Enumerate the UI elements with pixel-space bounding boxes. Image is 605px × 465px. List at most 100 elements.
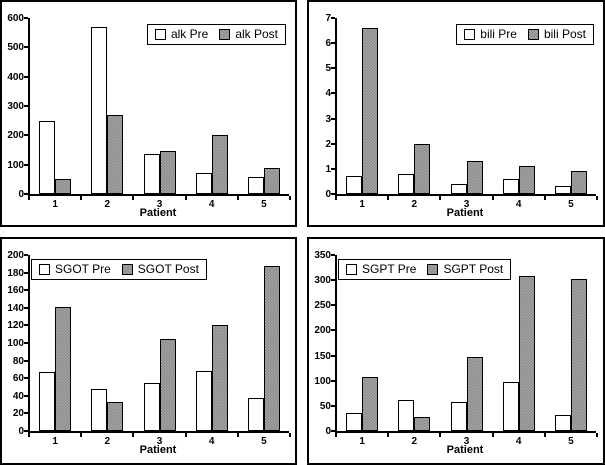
y-tick-mark: [331, 117, 335, 120]
y-tick-mark: [24, 17, 28, 19]
x-tick-mark: [543, 196, 546, 200]
alk-legend: alk Pre alk Post: [146, 24, 286, 45]
x-category-label: 3: [463, 199, 470, 210]
bili-legend: bili Pre bili Post: [456, 24, 594, 45]
bar-sgpt-pre-patient-3: [450, 402, 467, 431]
y-tick-mark: [331, 379, 335, 382]
x-category-label: 1: [52, 436, 58, 447]
x-category-label: 5: [261, 436, 267, 447]
y-tick-mark: [331, 67, 335, 70]
y-tick-label: 1: [325, 163, 331, 175]
y-tick-mark: [331, 354, 335, 357]
bar-sgpt-pre-patient-4: [502, 382, 519, 431]
y-tick-mark: [24, 394, 28, 397]
y-tick-label: 300: [7, 101, 24, 112]
bar-bili-post-patient-4: [518, 166, 535, 194]
y-axis-line: [28, 18, 30, 196]
y-tick-label: 20: [12, 408, 24, 420]
y-tick-mark: [331, 167, 335, 170]
bar-bili-pre-patient-5: [554, 186, 571, 194]
bar-bili-post-patient-5: [570, 171, 587, 194]
y-axis-line: [335, 255, 337, 433]
bar-sgot-post-patient-2: [107, 402, 124, 431]
x-tick-mark: [491, 433, 494, 437]
y-tick-label: 6: [325, 38, 331, 50]
y-tick-label: 140: [7, 302, 24, 314]
x-category-label: 5: [568, 436, 574, 447]
legend-label-bili-post: bili Post: [543, 27, 586, 41]
x-category-label: 3: [463, 436, 470, 447]
sgpt-legend: SGPT Pre SGPT Post: [338, 259, 512, 280]
legend-label-sgpt-post: SGPT Post: [443, 262, 504, 276]
bar-bili-post-patient-2: [414, 144, 431, 194]
x-tick-mark: [236, 433, 239, 437]
chart-panel-sgot: SGOT Pre SGOT Post Patient 0 20 40 60 80 100 1…: [0, 237, 297, 465]
y-tick-label: 500: [7, 42, 24, 54]
y-tick-mark: [331, 430, 335, 432]
y-tick-mark: [24, 193, 28, 195]
y-tick-label: 0: [18, 426, 24, 437]
x-category-label: 1: [52, 199, 58, 210]
bar-bili-pre-patient-2: [398, 174, 415, 194]
y-tick-label: 50: [319, 400, 331, 412]
x-axis-title: Patient: [446, 207, 484, 219]
x-tick-mark: [289, 196, 291, 200]
legend-label-bili-pre: bili Pre: [480, 27, 517, 41]
x-axis-title: Patient: [139, 207, 177, 219]
x-category-label: 5: [261, 199, 267, 210]
bar-sgot-pre-patient-3: [143, 383, 160, 431]
x-tick-mark: [236, 196, 239, 200]
x-axis-line: [28, 431, 289, 433]
x-category-label: 4: [515, 436, 522, 447]
pre-swatch-icon: [39, 264, 50, 275]
y-tick-mark: [331, 404, 335, 407]
bili-chart: bili Pre bili Post Patient 0 1 2 3 4 5 6 7 1 2 3 4 5: [309, 2, 603, 225]
x-axis-line: [335, 431, 596, 433]
chart-panel-alk: alk Pre alk Post Patient 0 100 200 300 400 50…: [0, 0, 297, 227]
legend-item-sgpt-pre: SGPT Pre: [346, 263, 416, 276]
y-axis-line: [28, 255, 30, 433]
legend-item-bili-post: bili Post: [527, 27, 586, 41]
post-swatch-icon: [219, 29, 231, 40]
bar-bili-pre-patient-4: [502, 179, 519, 194]
legend-item-alk-pre: alk Pre: [154, 28, 208, 41]
y-tick-mark: [24, 412, 28, 415]
y-tick-mark: [24, 254, 28, 256]
y-tick-mark: [24, 75, 28, 78]
bar-sgot-post-patient-3: [159, 339, 176, 431]
y-tick-mark: [24, 324, 28, 327]
legend-item-sgot-post: SGOT Post: [121, 263, 199, 276]
pre-swatch-icon: [346, 264, 357, 275]
y-tick-mark: [24, 134, 28, 137]
x-tick-mark: [28, 433, 30, 437]
bar-sgot-pre-patient-1: [39, 372, 56, 431]
y-tick-mark: [331, 17, 335, 19]
x-tick-mark: [439, 196, 442, 200]
chart-panel-sgpt: SGPT Pre SGPT Post Patient 0 50 100 150 200 2…: [307, 237, 605, 465]
alk-chart: alk Pre alk Post Patient 0 100 200 300 400 50…: [2, 2, 295, 225]
x-tick-mark: [335, 433, 337, 437]
post-swatch-icon: [527, 29, 539, 40]
x-tick-mark: [543, 433, 546, 437]
x-tick-mark: [491, 196, 494, 200]
y-tick-label: 3: [325, 113, 331, 125]
y-tick-label: 400: [7, 71, 24, 83]
x-tick-mark: [335, 196, 337, 200]
x-tick-mark: [80, 196, 83, 200]
y-tick-mark: [331, 279, 335, 282]
y-axis-line: [335, 18, 337, 196]
y-tick-mark: [24, 46, 28, 49]
bar-sgpt-pre-patient-5: [554, 415, 571, 431]
x-category-label: 4: [515, 199, 522, 210]
bar-sgpt-post-patient-2: [414, 417, 431, 431]
y-tick-label: 100: [314, 375, 331, 387]
x-axis-title: Patient: [446, 444, 484, 456]
y-tick-label: 200: [7, 130, 24, 142]
y-tick-label: 160: [7, 285, 24, 297]
x-category-label: 2: [411, 199, 418, 210]
x-tick-mark: [132, 196, 135, 200]
x-tick-mark: [28, 196, 30, 200]
y-tick-label: 5: [325, 63, 331, 75]
bar-alk-pre-patient-3: [143, 154, 160, 194]
x-category-label: 1: [359, 436, 365, 447]
